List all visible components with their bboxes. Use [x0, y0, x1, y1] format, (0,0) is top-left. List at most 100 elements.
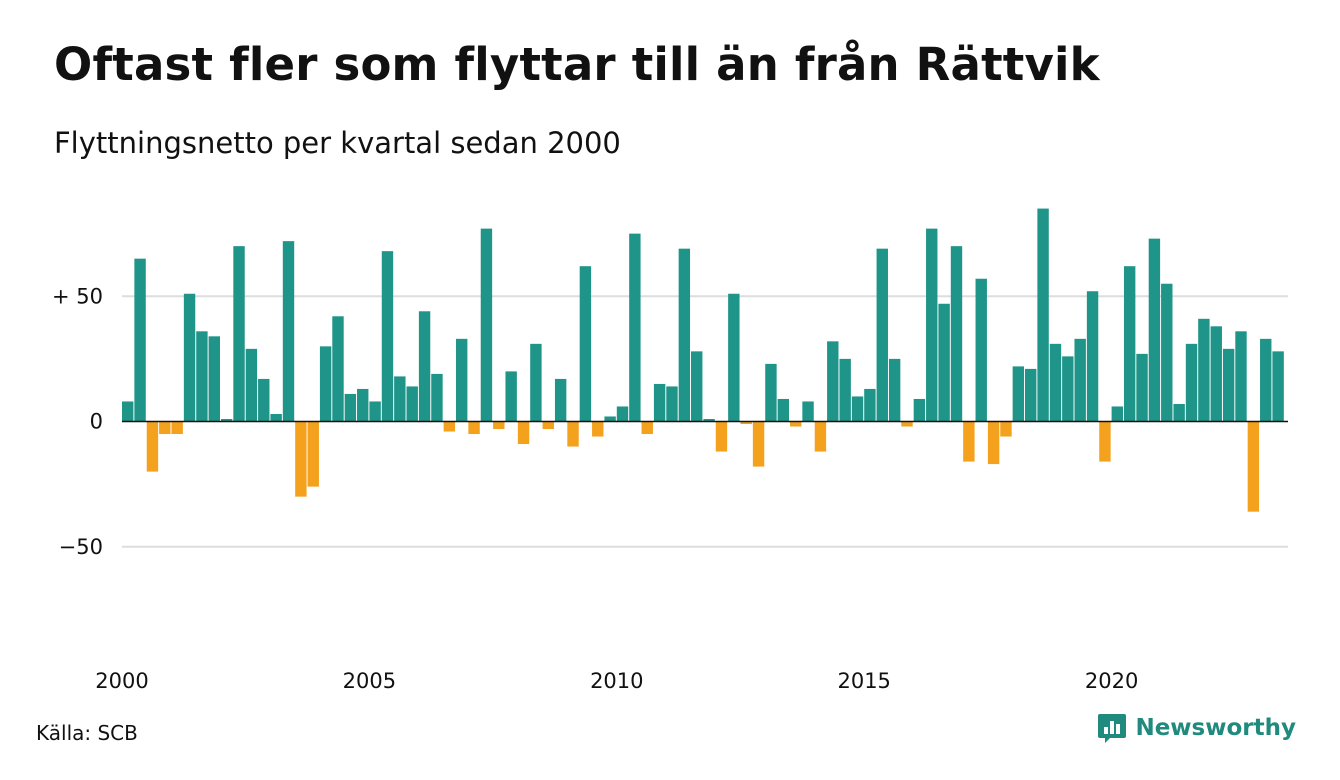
- bar-positive: [616, 406, 629, 422]
- bar-positive: [357, 388, 369, 422]
- bar-positive: [369, 401, 381, 422]
- bar-positive: [839, 358, 851, 422]
- bar-positive: [1049, 343, 1062, 422]
- bar-positive: [1148, 238, 1161, 422]
- bar-positive: [1173, 403, 1185, 422]
- chart-logo-icon: [1097, 712, 1127, 744]
- bar-positive: [1272, 351, 1284, 422]
- bar-positive: [876, 248, 888, 422]
- bar-positive: [1198, 318, 1210, 422]
- bar-positive: [728, 293, 740, 422]
- bar-positive: [1136, 353, 1148, 422]
- brand-name: Newsworthy: [1135, 715, 1296, 741]
- bar-negative: [987, 421, 1000, 465]
- bar-positive: [208, 336, 220, 422]
- bar-positive: [653, 383, 666, 422]
- bar-positive: [1222, 348, 1235, 422]
- bar-positive: [1086, 291, 1099, 422]
- bar-positive: [245, 348, 258, 422]
- bar-positive: [282, 241, 295, 422]
- x-tick-label: 2010: [590, 669, 643, 693]
- bar-positive: [1062, 356, 1074, 422]
- bar-negative: [963, 421, 975, 462]
- bar-negative: [159, 421, 171, 435]
- bar-negative: [641, 421, 653, 435]
- bar-positive: [666, 386, 678, 422]
- bar-negative: [740, 421, 752, 424]
- bar-positive: [319, 346, 332, 422]
- bar-positive: [258, 378, 270, 422]
- bar-negative: [295, 421, 307, 497]
- bar-positive: [406, 386, 418, 422]
- bar-negative: [307, 421, 319, 487]
- bar-positive: [134, 258, 146, 422]
- bar-positive: [851, 396, 864, 422]
- bar-positive: [431, 373, 443, 422]
- bar-positive: [703, 419, 715, 422]
- bar-positive: [1161, 283, 1173, 422]
- bar-positive: [629, 233, 641, 422]
- bar-negative: [1000, 421, 1012, 437]
- bar-positive: [455, 338, 468, 422]
- x-tick-label: 2000: [95, 669, 148, 693]
- source-note: Källa: SCB: [36, 721, 138, 745]
- bar-positive: [678, 248, 691, 422]
- brand-logo[interactable]: Newsworthy: [1097, 712, 1296, 744]
- bar-positive: [802, 401, 814, 422]
- bar-positive: [344, 393, 357, 422]
- bar-positive: [270, 413, 282, 422]
- bar-positive: [1123, 266, 1136, 422]
- y-axis-labels: + 50 0 −50: [52, 284, 103, 559]
- bar-negative: [468, 421, 480, 435]
- bar-negative: [567, 421, 579, 447]
- bar-positive: [1037, 208, 1049, 422]
- bar-negative: [1099, 421, 1111, 462]
- bar-positive: [196, 331, 208, 422]
- x-tick-label: 2005: [343, 669, 396, 693]
- bar-positive: [1210, 326, 1222, 422]
- bar-positive: [950, 246, 963, 422]
- bar-positive: [938, 303, 950, 422]
- bar-negative: [901, 421, 913, 427]
- bar-positive: [183, 293, 196, 422]
- bar-positive: [554, 378, 567, 422]
- bar-positive: [1025, 368, 1037, 422]
- bar-negative: [542, 421, 554, 430]
- bar-positive: [418, 311, 431, 422]
- bar-positive: [1235, 331, 1247, 422]
- bar-positive: [381, 251, 394, 422]
- x-tick-label: 2020: [1085, 669, 1138, 693]
- bar-positive: [505, 371, 517, 422]
- y-tick-label: −50: [59, 535, 103, 559]
- bar-positive: [888, 358, 901, 422]
- bar-positive: [691, 351, 703, 422]
- y-tick-label: + 50: [52, 284, 103, 308]
- bar-positive: [765, 363, 777, 422]
- bar-positive: [579, 266, 592, 422]
- bar-positive: [1260, 338, 1272, 422]
- bar-positive: [975, 278, 987, 422]
- chart-title: Oftast fler som flyttar till än från Rät…: [54, 38, 1100, 91]
- bar-negative: [493, 421, 505, 430]
- bar-negative: [789, 421, 802, 427]
- bar-positive: [530, 343, 542, 422]
- bar-positive: [913, 398, 926, 422]
- x-tick-label: 2015: [837, 669, 890, 693]
- bar-negative: [1247, 421, 1260, 512]
- bar-negative: [814, 421, 827, 452]
- bar-positive: [233, 246, 245, 422]
- bar-negative: [752, 421, 765, 467]
- chart-subtitle: Flyttningsnetto per kvartal sedan 2000: [54, 126, 621, 160]
- bar-negative: [443, 421, 456, 432]
- bar-positive: [864, 388, 876, 422]
- bar-positive: [1111, 406, 1123, 422]
- bar-positive: [122, 401, 134, 422]
- bar-positive: [1185, 343, 1198, 422]
- bar-negative: [146, 421, 159, 472]
- bar-positive: [394, 376, 406, 422]
- bar-positive: [926, 228, 938, 422]
- bar-positive: [1074, 338, 1086, 422]
- bar-positive: [777, 398, 790, 422]
